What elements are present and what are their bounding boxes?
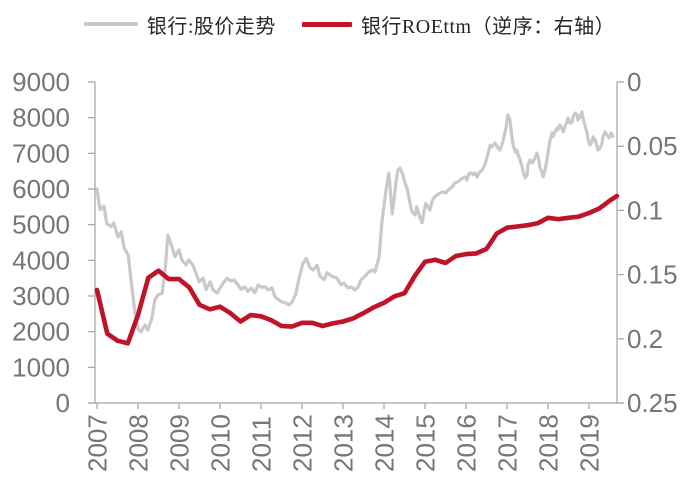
x-axis-year-label: 2007: [83, 414, 113, 472]
right-axis-tick-label: 0.1: [627, 195, 663, 225]
x-axis-year-label: 2018: [534, 414, 564, 472]
legend-label-price: 银行:股价走势: [146, 15, 276, 38]
x-axis-year-label: 2015: [411, 414, 441, 472]
left-axis-tick-label: 7000: [12, 138, 70, 168]
left-axis-tick-label: 4000: [12, 245, 70, 275]
left-axis-tick-label: 0: [56, 388, 70, 418]
left-axis-tick-label: 5000: [12, 210, 70, 240]
roe-series-line: [94, 193, 620, 346]
legend-item-roe: 银行ROEttm（逆序：右轴）: [301, 10, 616, 39]
left-axis-tick-label: 6000: [12, 174, 70, 204]
x-axis-year-label: 2008: [124, 414, 154, 472]
price-series-line: [95, 110, 615, 334]
x-axis-year-label: 2017: [493, 414, 523, 472]
x-axis-year-label: 2016: [452, 414, 482, 472]
right-axis-tick-label: 0.15: [627, 260, 678, 290]
right-axis-tick-label: 0.25: [627, 388, 678, 418]
x-axis-year-label: 2010: [206, 414, 236, 472]
right-axis-tick-label: 0.2: [627, 324, 663, 354]
x-axis-year-label: 2012: [288, 414, 318, 472]
roe-line-swatch: [301, 21, 352, 27]
left-axis-tick-label: 9000: [12, 67, 70, 97]
left-axis-tick-label: 2000: [12, 317, 70, 347]
x-axis-year-label: 2014: [370, 414, 400, 472]
x-axis-year-label: 2013: [329, 414, 359, 472]
legend: 银行:股价走势 银行ROEttm（逆序：右轴）: [0, 8, 699, 40]
x-axis-year-label: 2019: [575, 414, 605, 472]
left-axis-tick-label: 1000: [12, 352, 70, 382]
price-line-swatch: [83, 22, 138, 26]
left-axis-tick-label: 8000: [12, 103, 70, 133]
x-axis-year-label: 2009: [165, 414, 195, 472]
right-axis-tick-label: 0: [627, 67, 641, 97]
legend-label-roe: 银行ROEttm（逆序：右轴）: [360, 15, 616, 38]
legend-item-price: 银行:股价走势: [83, 10, 276, 39]
right-axis-tick-label: 0.05: [627, 131, 678, 161]
left-axis-tick-label: 3000: [12, 281, 70, 311]
x-axis-year-label: 2011: [247, 416, 277, 472]
